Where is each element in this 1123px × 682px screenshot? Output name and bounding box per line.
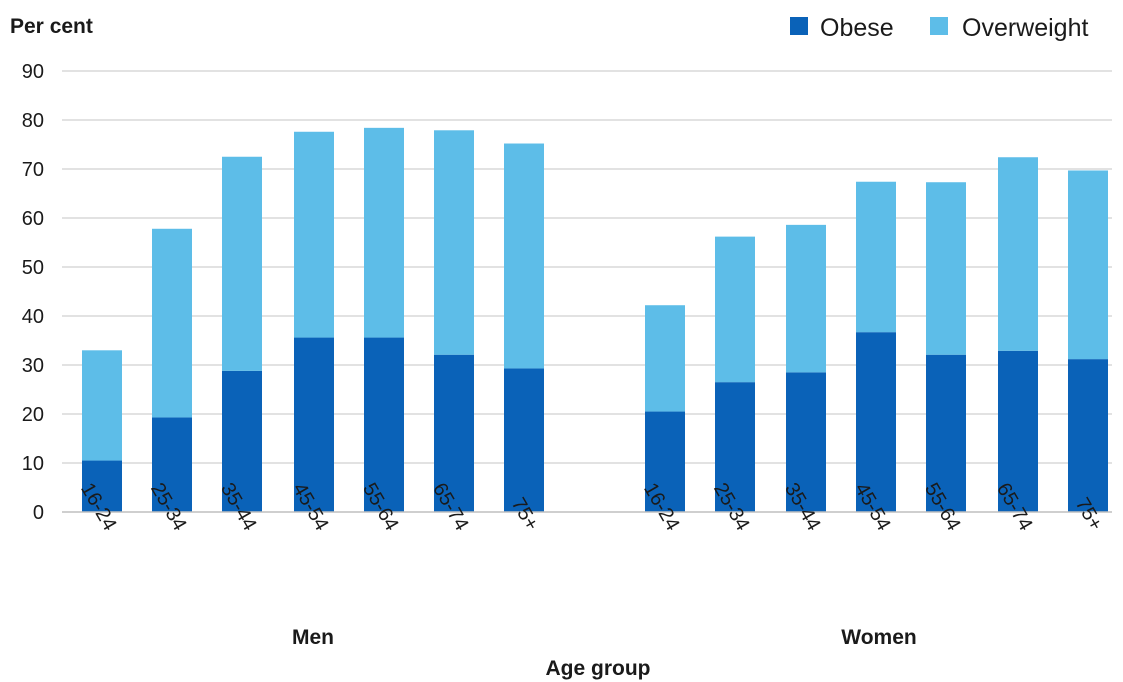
bar-men-obese-45-54 [294,337,334,512]
y-tick-label: 70 [22,159,44,181]
legend-swatch-overweight [930,17,948,35]
bar-men-obese-65-74 [434,354,474,512]
bar-men-overweight-25-34 [152,228,192,418]
bar-men-overweight-35-44 [222,156,262,371]
y-tick-label: 10 [22,453,44,475]
legend-label-overweight: Overweight [962,14,1088,42]
bar-women-obese-65-74 [998,350,1038,512]
y-tick-label: 90 [22,61,44,83]
y-axis-ticks: 0 10 20 30 40 50 60 70 80 90 [22,61,44,524]
y-axis-title: Per cent [10,15,93,38]
x-axis-title: Age group [546,657,651,680]
bar-women-overweight-55-64 [926,182,966,355]
bars [82,127,1108,512]
bar-men-obese-35-44 [222,370,262,512]
y-tick-label: 80 [22,110,44,132]
group-label-women: Women [841,626,916,649]
bar-men-obese-25-34 [152,417,192,512]
bar-men-overweight-45-54 [294,131,334,338]
bar-women-obese-16-24 [645,411,685,512]
bar-women-obese-45-54 [856,332,896,512]
y-tick-label: 30 [22,355,44,377]
bar-men-obese-55-64 [364,337,404,512]
y-tick-label: 0 [33,502,44,524]
bar-women-overweight-45-54 [856,181,896,333]
bar-women-overweight-75+ [1068,170,1108,360]
legend-swatch-obese [790,17,808,35]
bar-men-overweight-65-74 [434,130,474,355]
bar-men-obese-75+ [504,368,544,512]
bar-women-obese-25-34 [715,382,755,512]
legend: Obese Overweight [790,14,1088,42]
bar-women-overweight-35-44 [786,224,826,373]
y-tick-label: 40 [22,306,44,328]
bar-men-overweight-75+ [504,143,544,369]
bar-women-overweight-16-24 [645,305,685,412]
bar-women-obese-35-44 [786,372,826,512]
group-label-men: Men [292,626,334,649]
bar-women-obese-75+ [1068,359,1108,512]
legend-label-obese: Obese [820,14,894,42]
group-labels: Men Women [292,626,917,649]
bar-women-overweight-25-34 [715,236,755,383]
y-tick-label: 50 [22,257,44,279]
y-tick-label: 60 [22,208,44,230]
bar-men-overweight-16-24 [82,350,122,461]
y-tick-label: 20 [22,404,44,426]
bar-men-overweight-55-64 [364,127,404,338]
bar-men-obese-16-24 [82,460,122,512]
bar-women-overweight-65-74 [998,157,1038,351]
bar-women-obese-55-64 [926,354,966,512]
